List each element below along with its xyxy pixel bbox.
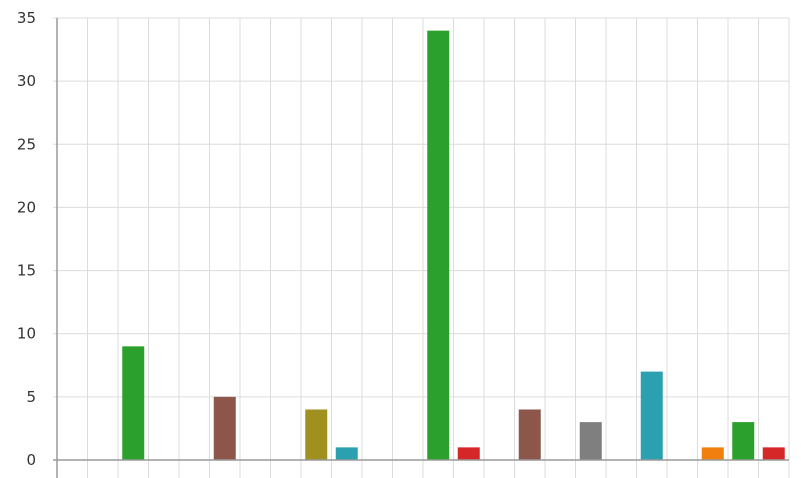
bar xyxy=(335,447,358,460)
y-tick-label: 35 xyxy=(17,9,36,27)
y-tick-label: 20 xyxy=(17,198,36,216)
bar xyxy=(213,396,236,460)
y-tick-label: 15 xyxy=(17,262,36,280)
bar xyxy=(762,447,785,460)
y-tick-label: 25 xyxy=(17,135,36,153)
bar xyxy=(457,447,480,460)
bar xyxy=(640,371,663,460)
bar xyxy=(732,422,755,460)
y-axis-tick-labels: 0 5 10 15 20 25 30 35 xyxy=(17,9,36,469)
y-tick-label: 10 xyxy=(17,325,36,343)
bar xyxy=(427,30,450,460)
y-tick-label: 5 xyxy=(26,388,36,406)
horizontal-gridlines xyxy=(53,17,789,461)
bar xyxy=(579,422,602,460)
y-tick-label: 0 xyxy=(26,451,36,469)
vertical-gridlines xyxy=(87,18,790,478)
bar xyxy=(122,346,145,460)
y-tick-label: 30 xyxy=(17,72,36,90)
bar xyxy=(518,409,541,460)
bars xyxy=(122,30,785,460)
bar xyxy=(305,409,328,460)
bar xyxy=(701,447,724,460)
